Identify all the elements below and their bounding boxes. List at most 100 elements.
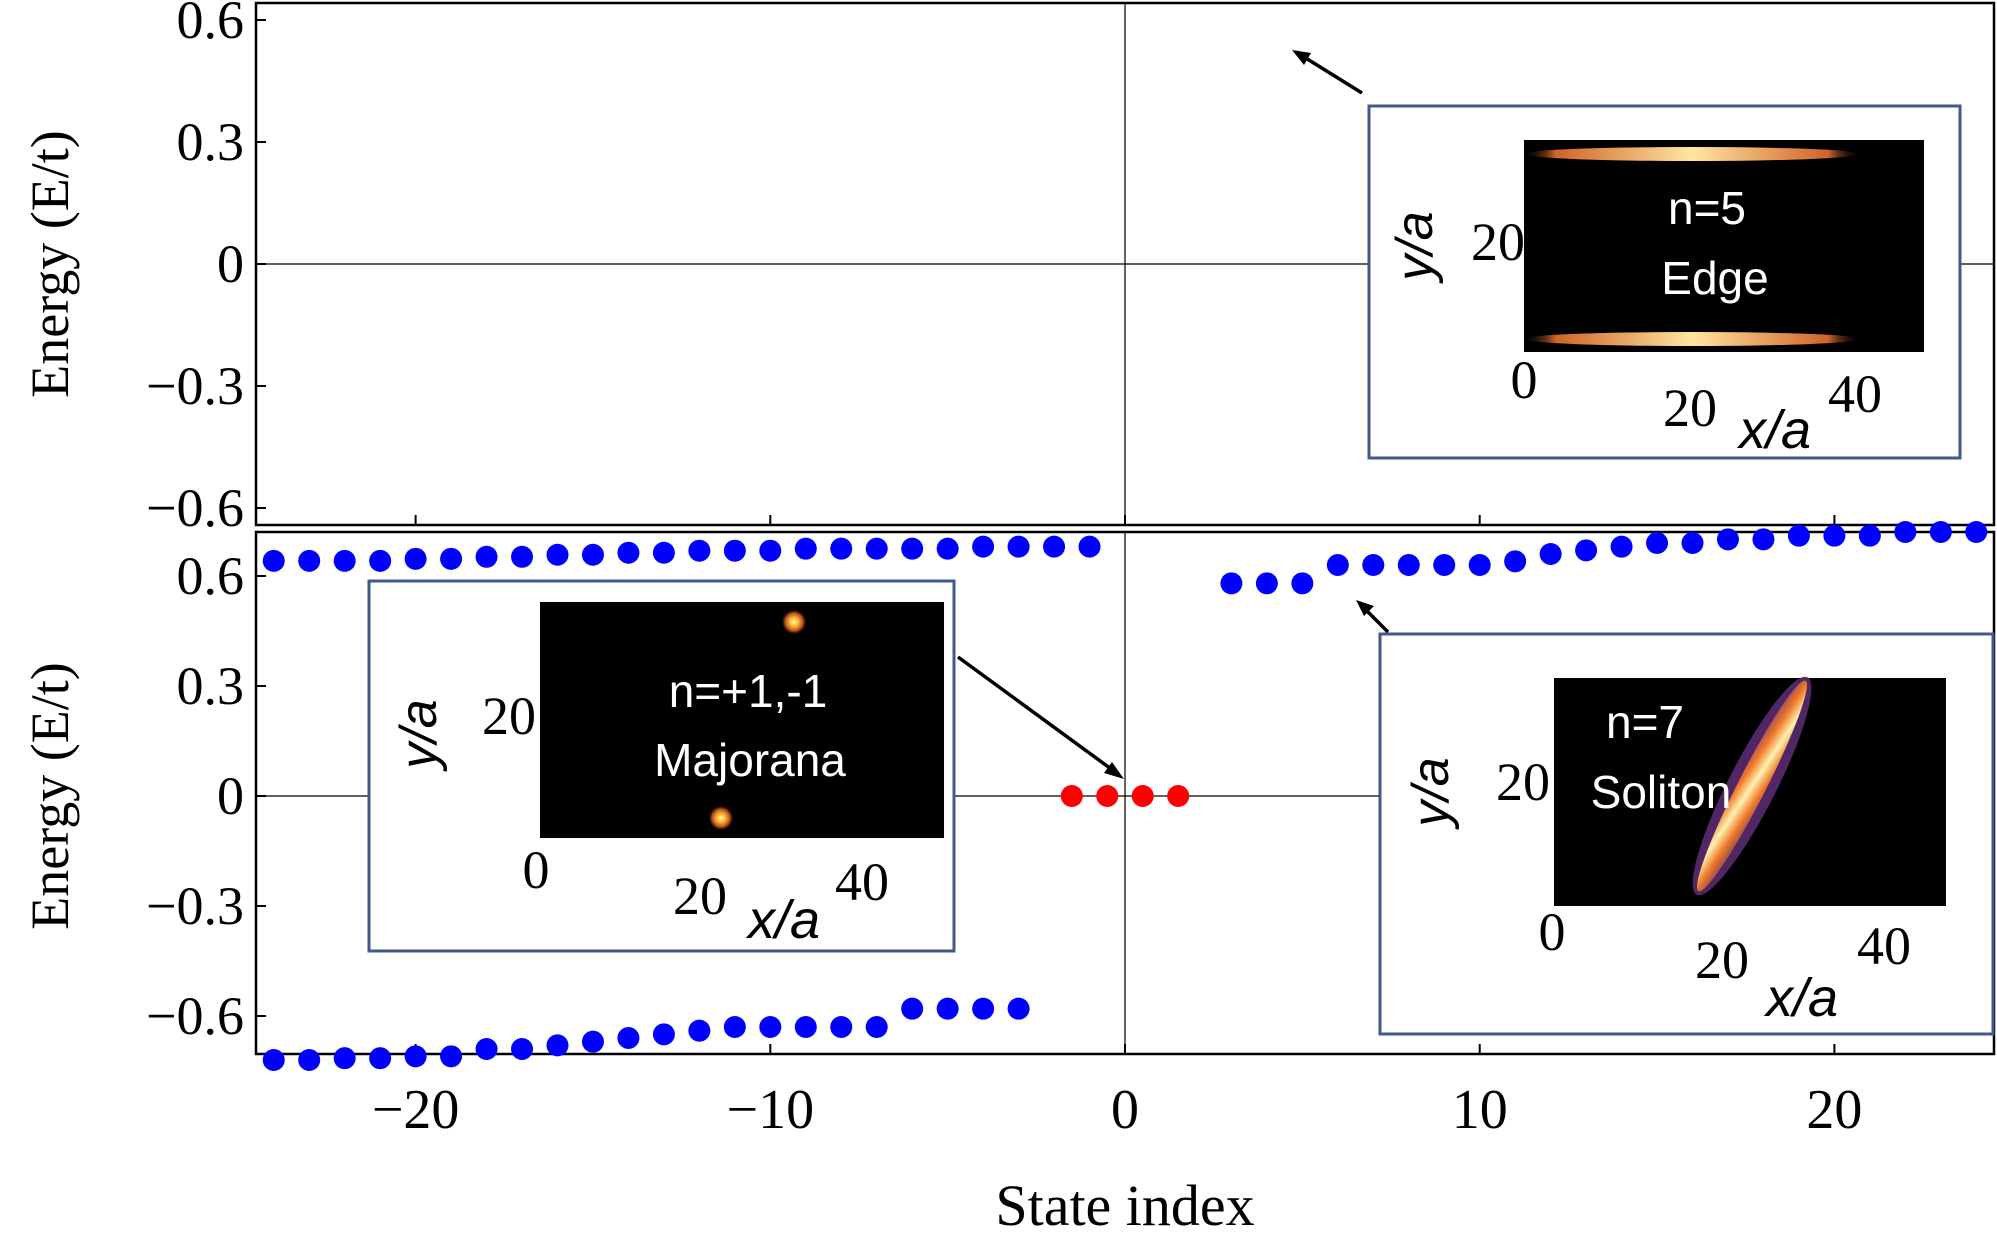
inset-majorana-label-type: Majorana [654,734,846,786]
inset-edge-density-map [1524,140,1924,352]
top-data-point [369,549,392,572]
inset-soliton-label-n: n=7 [1606,696,1684,748]
top-y-tick-label: 0.3 [177,112,245,172]
bottom-data-point [794,1016,817,1038]
inset-majorana-x-tick-20: 20 [673,866,727,926]
bottom-data-point [440,1045,463,1068]
bottom-data-point [1787,524,1810,547]
inset-majorana: n=+1,-1 Majorana y/a 20 0 20 40 x/a [367,579,956,953]
top-data-point [440,547,463,570]
bottom-data-point [972,997,995,1020]
inset-edge: n=5 Edge y/a 20 0 20 40 x/a [1367,104,1962,460]
bottom-data-point [1894,521,1917,543]
bottom-data-point [1646,532,1669,554]
top-y-tick-label: −0.3 [146,356,244,416]
top-data-point [723,539,746,562]
bottom-data-point [333,1047,356,1070]
inset-majorana-y-tick: 20 [482,686,536,746]
inset-majorana-x-label: x/a [745,890,820,950]
bottom-data-point [1681,532,1704,554]
top-data-point [652,541,675,564]
bottom-y-tick-label: −0.3 [146,876,244,936]
top-data-point [511,545,534,568]
inset-soliton-x-tick-0: 0 [1539,902,1566,962]
bottom-data-point [1858,524,1881,547]
bottom-panel: 0.6 0.3 0 −0.3 −0.6 −20 −10 0 10 20 Energy (E/t)… [20,521,1996,1238]
bottom-data-point [1060,785,1083,807]
bottom-data-point [1539,543,1562,565]
bottom-data-point [1397,554,1420,576]
top-data-point [972,535,995,558]
bottom-data-point [865,1016,888,1038]
bottom-data-point [404,1045,427,1068]
x-tick-label: 10 [1452,1079,1508,1141]
arrow-edge-head [1292,50,1311,65]
top-data-point [1007,535,1030,558]
top-y-tick-label: 0 [217,234,244,294]
bottom-data-point [1291,572,1314,595]
bottom-data-point [759,1016,782,1038]
inset-majorana-density-map [540,602,944,838]
bottom-data-point [1433,554,1456,576]
bottom-y-tick-label: −0.6 [146,986,244,1046]
inset-edge-label-n: n=5 [1668,182,1746,234]
top-data-point [475,545,498,568]
inset-edge-x-tick-40: 40 [1828,364,1882,424]
inset-edge-bottom-band [1522,332,1862,346]
arrow-majorana [956,655,1120,776]
bottom-data-point [1823,524,1846,547]
top-y-axis-label: Energy (E/t) [20,130,80,397]
top-data-point [1043,535,1066,558]
bottom-data-point [617,1027,640,1049]
inset-majorana-label-n: n=+1,-1 [669,665,828,717]
inset-majorana-x-tick-0: 0 [523,840,550,900]
bottom-data-point [1167,785,1190,807]
bottom-data-point [1326,554,1349,576]
bottom-data-point [1362,554,1385,576]
bottom-data-point [298,1049,321,1071]
top-data-point [1078,535,1101,558]
bottom-y-tick-label: 0.6 [177,546,245,606]
inset-soliton-x-label: x/a [1763,968,1838,1028]
bottom-data-point [1716,528,1739,551]
top-data-point [901,537,924,560]
bottom-data-point [652,1023,675,1046]
bottom-data-point [1220,572,1243,595]
top-data-point [298,549,321,572]
bottom-data-point [1255,572,1278,595]
inset-edge-x-tick-20: 20 [1663,378,1717,438]
inset-edge-x-label: x/a [1736,400,1811,460]
x-axis-label: State index [995,1173,1254,1238]
inset-soliton-x-tick-40: 40 [1857,916,1911,976]
top-data-point [581,543,604,566]
top-data-point [333,549,356,572]
bottom-data-point [581,1030,604,1053]
inset-majorana-y-label: y/a [390,699,448,771]
top-y-tick-label: 0.6 [177,0,245,50]
inset-edge-top-band [1522,147,1862,161]
arrow-majorana-head [1104,762,1124,779]
bottom-data-point [830,1016,853,1038]
bottom-data-point [1610,535,1633,558]
top-y-tick-label: −0.6 [146,478,244,538]
bottom-data-point [936,997,959,1020]
top-panel: 0.6 0.3 0 −0.3 −0.6 Energy (E/t) [20,0,1996,572]
bottom-data-point [723,1016,746,1038]
bottom-y-tick-label: 0.3 [177,656,245,716]
inset-edge-label-type: Edge [1661,252,1768,304]
inset-edge-x-tick-0: 0 [1511,350,1538,410]
x-tick-label: −10 [727,1079,815,1141]
inset-soliton: n=7 Soliton y/a 20 0 20 40 x/a [1378,632,1995,1036]
bottom-data-point [1131,785,1154,807]
inset-soliton-x-tick-20: 20 [1695,930,1749,990]
x-tick-label: −20 [372,1079,460,1141]
bottom-data-point [546,1034,569,1057]
top-data-point [794,537,817,560]
inset-soliton-streak [1696,680,1808,892]
top-data-point [262,549,285,572]
bottom-data-point [1007,997,1030,1020]
inset-majorana-spot-top [781,609,807,635]
top-data-point [759,539,782,562]
x-tick-label: 20 [1806,1079,1862,1141]
